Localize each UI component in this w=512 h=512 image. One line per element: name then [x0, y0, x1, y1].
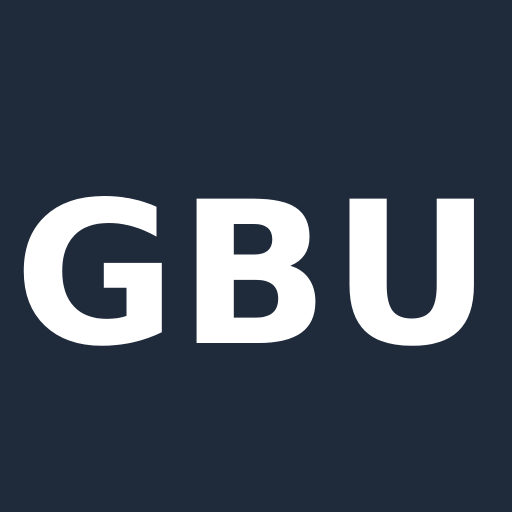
- logo-text: GBU: [13, 159, 495, 390]
